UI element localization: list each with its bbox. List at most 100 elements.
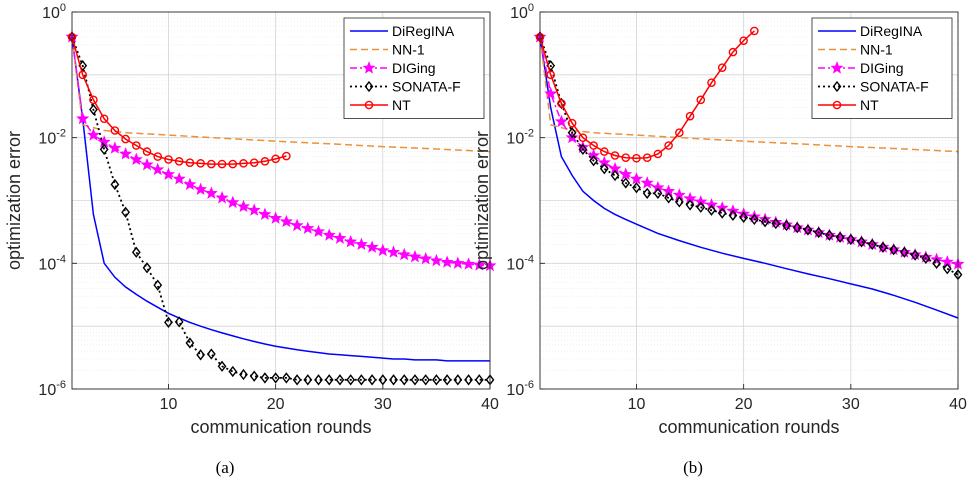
star-marker: [194, 182, 208, 195]
axes-box: [539, 11, 959, 390]
series-nt: [535, 26, 759, 163]
diamond-marker: [271, 372, 281, 384]
series-line: [71, 36, 491, 153]
y-tick-label: 100: [510, 2, 534, 22]
star-marker: [140, 157, 154, 171]
diamond-marker: [164, 316, 173, 328]
circle-marker: [728, 47, 738, 57]
star-marker: [855, 234, 868, 248]
legend-entry: DiRegINA: [860, 23, 923, 39]
circle-marker: [153, 152, 163, 161]
star-marker: [694, 195, 708, 208]
circle-marker: [174, 157, 184, 166]
diamond-marker: [453, 374, 463, 386]
star-marker: [247, 203, 261, 216]
diamond-marker: [217, 360, 227, 372]
circle-marker: [282, 151, 291, 161]
diamond-marker: [878, 241, 888, 253]
diamond-marker: [664, 192, 674, 204]
diamond-marker: [324, 374, 334, 386]
star-marker: [554, 114, 568, 128]
star-marker: [387, 245, 400, 258]
circle-marker: [196, 159, 205, 168]
diamond-marker: [760, 216, 770, 228]
legend-entry: DIGing: [860, 60, 904, 76]
legend-entry: DIGing: [392, 60, 436, 76]
diamond-marker: [367, 374, 377, 386]
star-marker: [344, 234, 358, 248]
diamond-marker: [910, 249, 920, 261]
circle-marker: [832, 100, 842, 110]
star-marker: [76, 111, 90, 125]
star-marker: [183, 177, 197, 190]
star-marker: [919, 250, 933, 263]
diamond-marker: [432, 374, 441, 386]
diamond-marker: [131, 246, 141, 258]
legend-entry: NN-1: [392, 42, 425, 58]
circle-marker: [600, 147, 609, 156]
diamond-marker: [621, 177, 631, 189]
legend: DiRegINA NN-1 DIGing SONATA-F NT: [343, 17, 485, 119]
diamond-marker: [578, 143, 588, 156]
diamond-marker: [803, 224, 813, 236]
x-tick-label: 10: [628, 396, 646, 413]
diamond-marker: [421, 374, 431, 386]
star-marker: [790, 220, 804, 234]
diamond-marker: [824, 229, 834, 241]
circle-marker: [78, 70, 88, 80]
circle-marker: [260, 157, 270, 166]
star-marker: [119, 147, 133, 160]
x-tick-label: 40: [481, 396, 499, 413]
diamond-marker: [857, 236, 866, 248]
star-marker: [312, 224, 325, 238]
diamond-marker: [399, 374, 409, 386]
circle-marker: [364, 100, 374, 110]
circle-marker: [132, 141, 141, 150]
circle-marker: [739, 36, 748, 45]
legend-entry: NT: [860, 97, 879, 113]
diamond-marker: [389, 374, 398, 386]
star-marker: [769, 215, 783, 228]
diamond-marker: [782, 219, 791, 232]
circle-marker: [110, 126, 120, 135]
diamond-marker: [303, 374, 313, 386]
circle-marker: [578, 133, 588, 142]
legend: DiRegINA NN-1 DIGing SONATA-F NT: [811, 17, 953, 119]
star-marker: [462, 257, 476, 270]
diamond-marker: [889, 244, 899, 256]
star-marker: [429, 253, 443, 267]
circle-marker: [239, 159, 248, 168]
circle-marker: [664, 141, 673, 150]
star-marker: [715, 201, 729, 214]
star-marker: [630, 172, 643, 185]
legend-entry: SONATA-F: [392, 79, 461, 95]
x-tick-label: 40: [949, 396, 967, 413]
star-marker: [544, 86, 558, 100]
star-marker: [258, 207, 272, 220]
circle-marker: [750, 26, 759, 36]
diamond-marker: [942, 263, 952, 275]
star-marker: [705, 198, 718, 211]
star-marker: [376, 243, 390, 257]
series-line: [539, 30, 755, 160]
grid: [72, 11, 491, 390]
circle-marker: [89, 95, 98, 105]
star-marker: [619, 167, 633, 180]
diamond-marker: [814, 226, 824, 239]
circle-marker: [707, 78, 716, 87]
diamond-marker: [228, 365, 238, 378]
diamond-marker: [674, 196, 684, 208]
series-sonata-f: [535, 31, 963, 281]
circle-marker: [217, 159, 227, 169]
star-marker: [322, 228, 336, 241]
diamond-marker: [707, 204, 716, 216]
diamond-marker: [292, 374, 302, 386]
circle-marker: [546, 70, 556, 80]
x-tick-label: 30: [374, 396, 392, 413]
series-diregina: [539, 36, 959, 319]
circle-marker: [207, 159, 216, 169]
diamond-marker: [653, 187, 663, 199]
diamond-marker: [921, 252, 931, 264]
diamond-marker: [185, 337, 195, 349]
series-nn-1: [539, 36, 959, 153]
